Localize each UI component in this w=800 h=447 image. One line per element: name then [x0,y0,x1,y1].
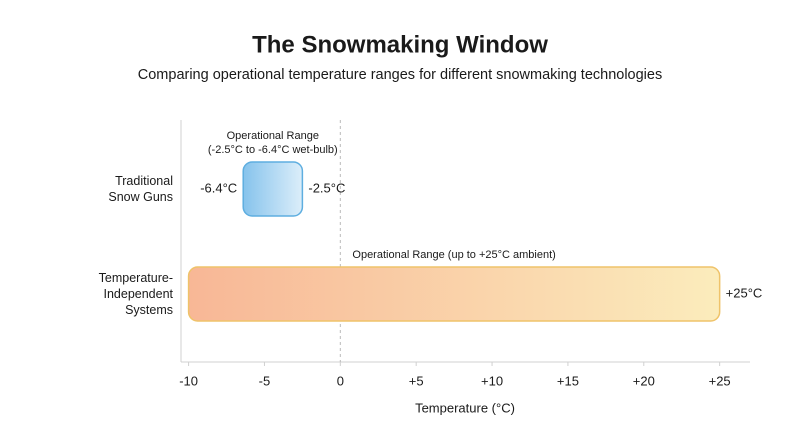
x-tick-label: -5 [259,373,271,388]
y-tick-label: Temperature-Independent Systems [98,271,173,317]
chart-subtitle: Comparing operational temperature ranges… [138,67,662,83]
x-tick-label: +15 [557,373,579,388]
y-tick-label: Traditional Snow Guns [108,174,173,204]
range-bar [187,266,721,322]
x-tick-label: +20 [633,373,655,388]
annotation: Operational Range (up to +25°C ambient) [352,249,555,261]
range-bar [242,161,304,217]
annotation: Operational Range [227,130,319,142]
x-tick-label: 0 [337,373,344,388]
value-label: -6.4°C [200,180,237,195]
x-tick-label: +25 [709,373,731,388]
value-label: +25°C [726,285,763,300]
x-tick-label: -10 [179,373,198,388]
x-tick-label: +5 [409,373,424,388]
value-label: -2.5°C [308,180,345,195]
chart-title: The Snowmaking Window [252,31,548,58]
x-axis-label: Temperature (°C) [415,400,515,415]
x-tick-label: +10 [481,373,503,388]
annotation: (-2.5°C to -6.4°C wet-bulb) [208,144,338,156]
